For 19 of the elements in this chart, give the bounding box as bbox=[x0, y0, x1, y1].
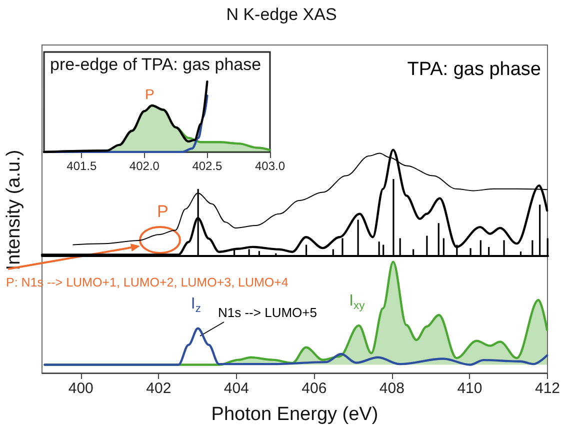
text: TPA: gas phase bbox=[407, 59, 541, 80]
annotation: P bbox=[157, 202, 168, 221]
y-axis-title: Intensity (a.u.) bbox=[4, 150, 24, 270]
x-tick-label: 402.5 bbox=[192, 159, 223, 173]
x-tick-label: 408 bbox=[379, 380, 404, 397]
x-tick-label: 400 bbox=[68, 380, 94, 397]
x-tick-label: 401.5 bbox=[66, 159, 98, 173]
annotation: P bbox=[145, 86, 154, 102]
annotation: N1s --> LUMO+5 bbox=[218, 305, 317, 320]
x-tick-label: 410 bbox=[457, 380, 482, 397]
x-tick-label: 403.0 bbox=[254, 159, 286, 173]
x-tick-label: 402 bbox=[146, 380, 172, 397]
x-tick-label: 412 bbox=[534, 380, 560, 397]
x-axis-title: Photon Energy (eV) bbox=[211, 404, 378, 425]
x-tick-label: 402.0 bbox=[129, 159, 160, 173]
x-tick-label: 404 bbox=[224, 380, 249, 397]
chart-title: pre-edge of TPA: gas phase bbox=[50, 55, 262, 74]
x-tick-label: 406 bbox=[302, 380, 327, 397]
chart-title: N K-edge XAS bbox=[226, 5, 337, 24]
